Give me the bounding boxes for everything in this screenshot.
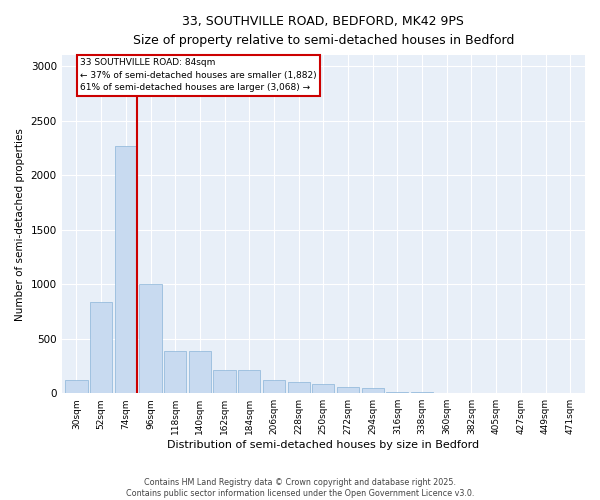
- Bar: [189, 350, 211, 393]
- Bar: [115, 146, 137, 393]
- Bar: [139, 284, 161, 393]
- Title: 33, SOUTHVILLE ROAD, BEDFORD, MK42 9PS
Size of property relative to semi-detache: 33, SOUTHVILLE ROAD, BEDFORD, MK42 9PS S…: [133, 15, 514, 47]
- Bar: [214, 370, 236, 393]
- Bar: [362, 388, 384, 393]
- Bar: [164, 350, 187, 393]
- Bar: [65, 380, 88, 393]
- Bar: [287, 382, 310, 393]
- Bar: [436, 392, 458, 393]
- Text: Contains HM Land Registry data © Crown copyright and database right 2025.
Contai: Contains HM Land Registry data © Crown c…: [126, 478, 474, 498]
- Bar: [263, 380, 285, 393]
- Bar: [411, 392, 433, 393]
- Y-axis label: Number of semi-detached properties: Number of semi-detached properties: [15, 128, 25, 320]
- Bar: [238, 370, 260, 393]
- Bar: [386, 392, 409, 393]
- Bar: [312, 384, 334, 393]
- X-axis label: Distribution of semi-detached houses by size in Bedford: Distribution of semi-detached houses by …: [167, 440, 479, 450]
- Bar: [90, 302, 112, 393]
- Text: 33 SOUTHVILLE ROAD: 84sqm
← 37% of semi-detached houses are smaller (1,882)
61% : 33 SOUTHVILLE ROAD: 84sqm ← 37% of semi-…: [80, 58, 317, 92]
- Bar: [337, 386, 359, 393]
